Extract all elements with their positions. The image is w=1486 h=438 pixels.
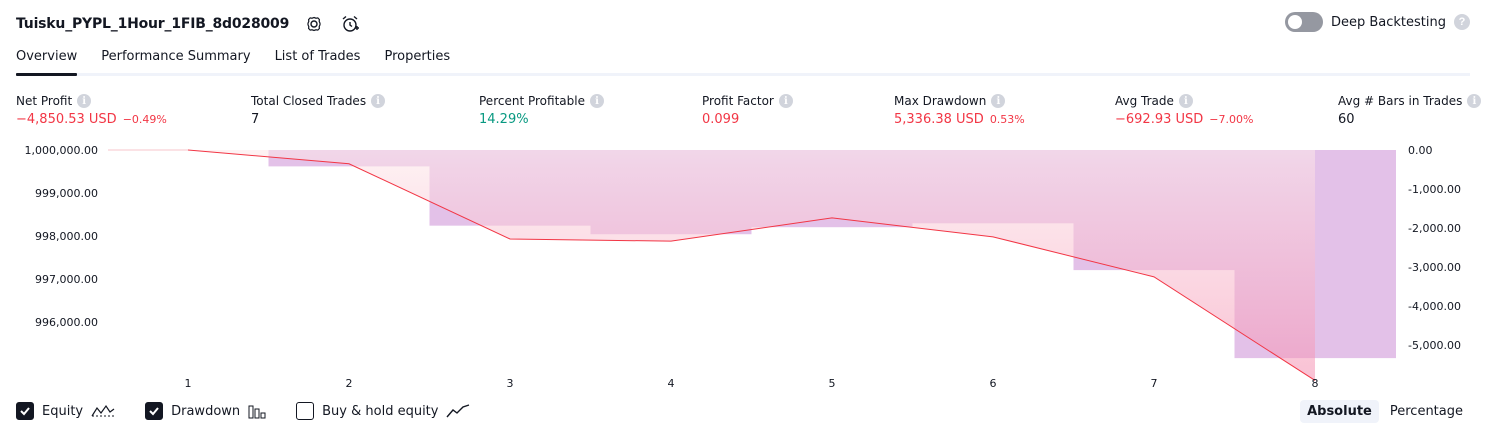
stat-value: 60 — [1338, 112, 1355, 127]
x-axis-tick-label: 7 — [1151, 377, 1158, 390]
stat-percent-profitable: Percent Profitable i 14.29% — [479, 94, 604, 127]
equity-area — [108, 150, 1315, 381]
strategy-title: Tuisku_PYPL_1Hour_1FIB_8d028009 — [16, 16, 290, 32]
stat-label: Avg Trade — [1115, 94, 1174, 108]
legend-equity[interactable]: Equity — [16, 402, 115, 420]
stat-total-closed-trades: Total Closed Trades i 7 — [251, 94, 386, 127]
buy-hold-checkbox[interactable] — [296, 402, 315, 420]
x-axis-tick-label: 3 — [507, 377, 514, 390]
stat-profit-factor: Profit Factor i 0.099 — [702, 94, 793, 127]
stat-value: 14.29% — [479, 112, 529, 127]
equity-drawdown-chart[interactable]: 1,000,000.00 999,000.00 998,000.00 997,000.… — [0, 140, 1486, 396]
x-axis-tick-label: 1 — [185, 377, 192, 390]
equity-line — [187, 149, 1316, 381]
legend-drawdown[interactable]: Drawdown — [145, 402, 266, 420]
stat-label: Avg # Bars in Trades — [1338, 94, 1463, 108]
equity-line-icon — [91, 403, 115, 419]
legend-label: Drawdown — [171, 403, 241, 419]
x-axis-tick-label: 2 — [346, 377, 353, 390]
stat-sub: 0.53% — [989, 113, 1025, 126]
deep-backtesting-label: Deep Backtesting — [1330, 14, 1446, 30]
stat-label: Percent Profitable — [479, 94, 585, 108]
stat-sub: −0.49% — [122, 113, 167, 126]
legend-label: Buy & hold equity — [322, 403, 439, 419]
x-axis-tick-label: 5 — [829, 377, 836, 390]
info-icon[interactable]: i — [991, 94, 1006, 108]
stat-net-profit: Net Profit i −4,850.53 USD −0.49% — [16, 94, 167, 127]
left-axis-tick-label: 998,000.00 — [35, 230, 98, 243]
stat-value: −692.93 USD — [1115, 112, 1204, 127]
stat-value: 7 — [251, 112, 260, 127]
stat-avg-bars-in-trades: Avg # Bars in Trades i 60 — [1338, 94, 1482, 127]
chart-legend: Equity Drawdown Buy & hold equity — [16, 402, 470, 420]
stat-label: Max Drawdown — [894, 94, 987, 108]
strategy-header: Tuisku_PYPL_1Hour_1FIB_8d028009 — [16, 10, 361, 38]
tab-performance-summary[interactable]: Performance Summary — [101, 49, 251, 64]
question-icon[interactable]: ? — [1454, 14, 1470, 30]
left-axis-tick-label: 1,000,000.00 — [25, 144, 98, 157]
drawdown-bars-icon — [248, 403, 266, 419]
deep-backtesting: Deep Backtesting ? — [1284, 12, 1470, 32]
equity-checkbox[interactable] — [16, 402, 34, 420]
right-axis-tick-label: -4,000.00 — [1408, 300, 1461, 313]
x-axis-tick-label: 6 — [990, 377, 997, 390]
tab-properties[interactable]: Properties — [384, 49, 451, 64]
tab-overview[interactable]: Overview — [16, 46, 78, 76]
stat-avg-trade: Avg Trade i −692.93 USD −7.00% — [1115, 94, 1253, 127]
info-icon[interactable]: i — [778, 94, 793, 108]
right-axis-tick-label: -1,000.00 — [1408, 183, 1461, 196]
absolute-button[interactable]: Absolute — [1300, 400, 1379, 423]
buy-hold-line-icon — [446, 403, 470, 419]
left-axis-tick-label: 999,000.00 — [35, 187, 98, 200]
stats-row: Net Profit i −4,850.53 USD −0.49% Total Cl… — [0, 94, 1486, 134]
left-axis-tick-label: 996,000.00 — [35, 316, 98, 329]
percentage-button[interactable]: Percentage — [1389, 404, 1463, 419]
tab-bar: Overview Performance Summary List of Tra… — [16, 46, 1470, 76]
x-axis-tick-label: 8 — [1312, 377, 1319, 390]
add-alert-icon[interactable] — [339, 13, 361, 35]
right-axis-tick-label: 0.00 — [1408, 144, 1433, 157]
display-mode-toggle: Absolute Percentage — [1300, 400, 1470, 423]
stat-label: Profit Factor — [702, 94, 774, 108]
deep-backtesting-toggle[interactable] — [1284, 12, 1323, 32]
stat-value: 5,336.38 USD — [894, 112, 984, 127]
stat-max-drawdown: Max Drawdown i 5,336.38 USD 0.53% — [894, 94, 1025, 127]
info-icon[interactable]: i — [1178, 94, 1193, 108]
stat-label: Total Closed Trades — [251, 94, 367, 108]
right-axis-tick-label: -3,000.00 — [1408, 261, 1461, 274]
legend-buy-hold[interactable]: Buy & hold equity — [296, 402, 470, 420]
info-icon[interactable]: i — [77, 94, 92, 108]
info-icon[interactable]: i — [371, 94, 386, 108]
gear-icon[interactable] — [303, 13, 325, 35]
right-axis-tick-label: -5,000.00 — [1408, 339, 1461, 352]
left-axis-tick-label: 997,000.00 — [35, 273, 98, 286]
x-axis-tick-label: 4 — [668, 377, 675, 390]
legend-label: Equity — [42, 403, 84, 419]
drawdown-checkbox[interactable] — [145, 402, 164, 420]
info-icon[interactable]: i — [589, 94, 604, 108]
right-axis-tick-label: -2,000.00 — [1408, 222, 1461, 235]
stat-value: −4,850.53 USD — [16, 112, 117, 127]
stat-value: 0.099 — [702, 112, 740, 127]
stat-sub: −7.00% — [1209, 113, 1254, 126]
stat-label: Net Profit — [16, 94, 73, 108]
tab-list-of-trades[interactable]: List of Trades — [274, 49, 361, 64]
info-icon[interactable]: i — [1467, 94, 1482, 108]
